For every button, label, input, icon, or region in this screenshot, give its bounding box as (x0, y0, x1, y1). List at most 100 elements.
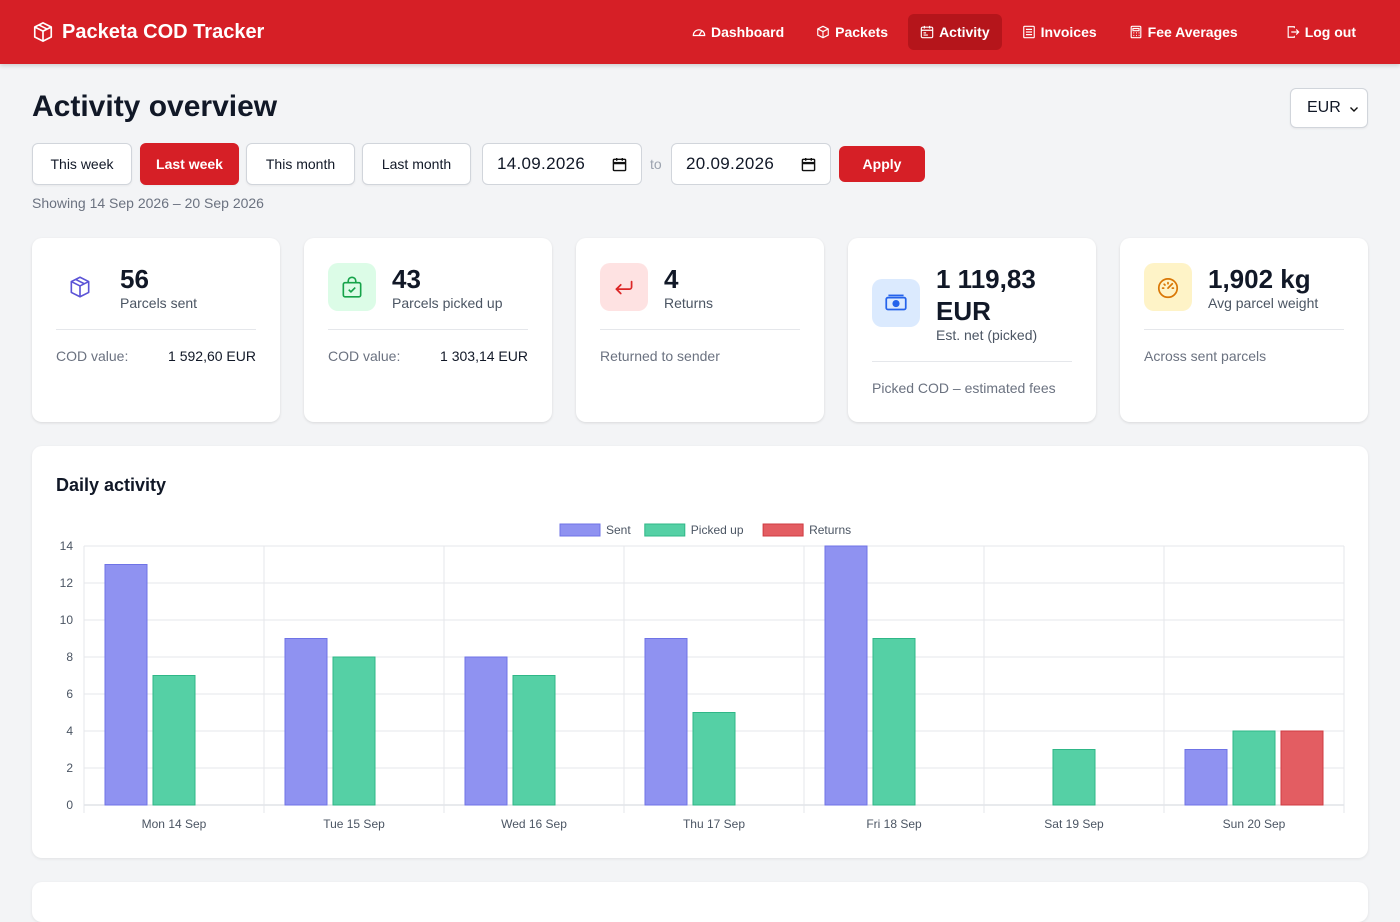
legend-swatch (644, 523, 686, 537)
brand[interactable]: Packeta COD Tracker (32, 0, 264, 64)
nav-packets[interactable]: Packets (804, 14, 900, 50)
legend-swatch (559, 523, 601, 537)
picked-label: Parcels picked up (392, 295, 503, 311)
returns-label: Returns (664, 295, 714, 311)
card-est-net: 1 119,83 EUR Est. net (picked) Picked CO… (848, 238, 1096, 422)
logout-button[interactable]: Log out (1274, 14, 1368, 50)
sent-cod-value: 1 592,60 EUR (168, 348, 256, 364)
bar-sent (464, 656, 508, 806)
speedometer-icon (1157, 278, 1179, 299)
picked-cod-label: COD value: (328, 348, 401, 364)
cash-icon (885, 294, 907, 311)
bar-picked-up (1232, 730, 1276, 806)
bar-picked-up (1052, 749, 1096, 806)
date-from-input[interactable]: 14.09.2026 (482, 143, 642, 185)
divider (56, 329, 256, 330)
card-weight-icon-wrap (1144, 263, 1192, 311)
card-parcels-sent: 56 Parcels sent COD value: 1 592,60 EUR (32, 238, 280, 422)
legend-swatch (762, 523, 804, 537)
currency-select[interactable]: EUR (1290, 88, 1368, 128)
sent-cod-label: COD value: (56, 348, 129, 364)
bar-sent (1184, 749, 1228, 806)
calendar-icon (920, 25, 934, 39)
daily-activity-chart: 0 2 4 6 8 10 12 14 Mon 14 Sep Tue 15 Sep Wed 16 Se… (60, 523, 1345, 831)
daily-activity-card: 0 2 4 6 8 10 12 14 Mon 14 Sep Tue 15 Sep Wed 16 Se… (32, 446, 1368, 858)
nav-fee-averages[interactable]: Fee Averages (1117, 14, 1250, 50)
x-tick-label: Thu 17 Sep (683, 817, 745, 831)
y-tick-label: 14 (60, 539, 74, 553)
legend-label: Picked up (691, 523, 744, 537)
nav-activity[interactable]: Activity (908, 14, 1002, 50)
x-tick-label: Sun 20 Sep (1223, 817, 1286, 831)
weight-value: 1,902 kg (1208, 264, 1311, 294)
sent-value: 56 (120, 264, 149, 294)
preset-this-month[interactable]: This month (246, 143, 355, 185)
x-tick-label: Wed 16 Sep (501, 817, 567, 831)
net-value-currency: EUR (936, 296, 991, 326)
bar-returns (1280, 730, 1324, 806)
calculator-icon (1130, 25, 1142, 39)
nav-packets-label: Packets (835, 24, 889, 40)
box-icon (33, 22, 53, 42)
preset-this-week[interactable]: This week (32, 143, 132, 185)
picked-value: 43 (392, 264, 421, 294)
card-sent-icon-wrap (56, 263, 104, 311)
divider (600, 329, 800, 330)
apply-button[interactable]: Apply (839, 146, 925, 182)
weight-foot-label: Across sent parcels (1144, 348, 1267, 364)
logout-label: Log out (1304, 24, 1356, 40)
return-arrow-icon (615, 280, 633, 295)
showing-range-text: Showing 14 Sep 2026 – 20 Sep 2026 (32, 195, 264, 211)
bar-sent (824, 545, 868, 806)
logout-icon (1287, 26, 1300, 38)
chevron-down-icon (1350, 107, 1358, 112)
net-label: Est. net (picked) (936, 327, 1038, 343)
bar-picked-up (152, 675, 196, 806)
page-title: Activity overview (32, 90, 278, 123)
bar-picked-up (332, 656, 376, 806)
bar-picked-up (512, 675, 556, 806)
y-tick-label: 4 (66, 724, 73, 738)
calendar-icon[interactable] (801, 157, 816, 172)
date-to-input[interactable]: 20.09.2026 (671, 143, 831, 185)
preset-last-month[interactable]: Last month (362, 143, 471, 185)
box-icon (817, 25, 829, 39)
legend-label: Returns (809, 523, 851, 537)
picked-cod-value: 1 303,14 EUR (440, 348, 528, 364)
main-nav: Dashboard Packets Activity Invoices Fee … (680, 14, 1368, 50)
bar-sent (644, 638, 688, 806)
card-returns: 4 Returns Returned to sender (576, 238, 824, 422)
receipt-icon (1022, 25, 1035, 39)
x-tick-label: Mon 14 Sep (142, 817, 207, 831)
card-avg-weight: 1,902 kg Avg parcel weight Across sent p… (1120, 238, 1368, 422)
calendar-icon[interactable] (612, 157, 627, 172)
card-picked-icon-wrap (328, 263, 376, 311)
legend-label: Sent (606, 523, 631, 537)
card-net-icon-wrap (872, 279, 920, 327)
divider (1144, 329, 1344, 330)
date-from-value: 14.09.2026 (497, 154, 586, 173)
net-foot-label: Picked COD – estimated fees (872, 380, 1056, 396)
preset-last-week[interactable]: Last week (140, 143, 239, 185)
currency-value: EUR (1307, 99, 1341, 116)
date-to-value: 20.09.2026 (686, 154, 775, 173)
chart-title: Daily activity (56, 475, 167, 495)
box-icon (70, 276, 90, 298)
nav-invoices[interactable]: Invoices (1010, 14, 1109, 50)
y-tick-label: 2 (66, 761, 73, 775)
x-tick-label: Tue 15 Sep (323, 817, 385, 831)
gauge-icon (692, 29, 706, 37)
returns-value: 4 (664, 264, 679, 294)
sent-label: Parcels sent (120, 295, 198, 311)
nav-dashboard[interactable]: Dashboard (680, 14, 796, 50)
divider (328, 329, 528, 330)
net-value-amount: 1 119,83 (936, 264, 1036, 294)
nav-activity-label: Activity (939, 24, 990, 40)
date-range-to-label: to (650, 156, 662, 172)
top-navbar: Packeta COD Tracker Dashboard Packets Ac… (0, 0, 1400, 64)
bar-picked-up (692, 712, 736, 806)
card-parcels-picked: 43 Parcels picked up COD value: 1 303,14… (304, 238, 552, 422)
weight-label: Avg parcel weight (1208, 295, 1319, 311)
y-tick-label: 8 (66, 650, 73, 664)
y-tick-label: 12 (60, 576, 74, 590)
